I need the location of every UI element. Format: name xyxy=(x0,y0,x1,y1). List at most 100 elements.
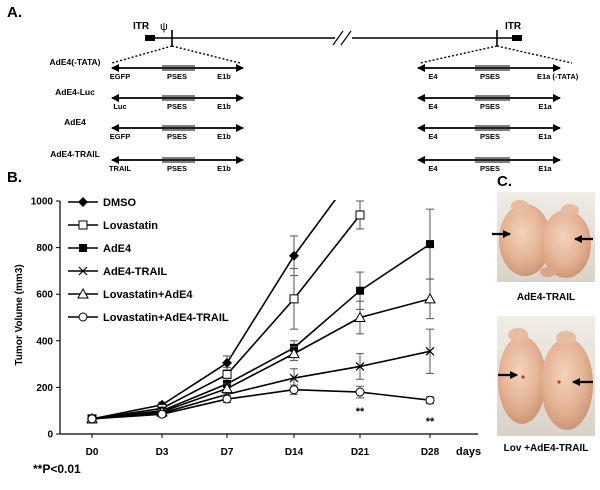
panel-a-label: A. xyxy=(7,4,22,21)
data-point xyxy=(355,387,365,397)
data-point xyxy=(354,311,366,322)
legend-label: Lovastatin+AdE4 xyxy=(103,289,193,301)
significance-label: ** xyxy=(426,416,435,428)
data-point xyxy=(424,292,436,304)
x-tick-label: D28 xyxy=(421,447,440,458)
construct-row: AdE4-TRAIL TRAIL PSES E1b E4 PSES E1a xyxy=(50,149,561,173)
data-point xyxy=(222,370,232,380)
right-element-label: E1a xyxy=(538,164,552,173)
x-tick-label: D21 xyxy=(351,447,370,458)
y-tick-label: 200 xyxy=(36,383,53,394)
panel-c-label: C. xyxy=(497,173,512,190)
data-point xyxy=(355,362,365,371)
data-point xyxy=(355,210,365,220)
mouse-photo-top xyxy=(492,192,595,282)
data-point xyxy=(78,266,88,276)
legend-label: Lovastatin xyxy=(103,220,158,232)
y-tick-label: 800 xyxy=(36,243,53,254)
left-element-label: PSES xyxy=(167,164,187,173)
left-element-label: PSES xyxy=(167,102,187,111)
y-axis-label: Tumor Volume (mm3) xyxy=(14,264,25,365)
right-element-label: PSES xyxy=(480,132,500,141)
left-element-label: EGFP xyxy=(110,132,130,141)
left-element-label: E1b xyxy=(217,102,231,111)
data-point xyxy=(288,347,300,359)
right-element-label: PSES xyxy=(480,102,500,111)
right-element-label: E1a (-TATA) xyxy=(537,72,579,81)
construct-row: AdE4(-TATA) EGFP PSES E1b E4 PSES E1a (-TATA) xyxy=(50,57,579,81)
photo-top-caption: AdE4-TRAIL xyxy=(517,292,575,303)
left-element-label: Luc xyxy=(113,102,126,111)
x-tick-label: D3 xyxy=(156,447,169,458)
y-tick-label: 400 xyxy=(36,336,53,347)
legend-item: Lovastatin xyxy=(68,220,158,232)
data-point xyxy=(289,385,299,395)
data-point xyxy=(289,294,299,304)
data-point xyxy=(222,394,232,404)
data-point xyxy=(222,357,232,368)
data-point xyxy=(425,346,435,356)
right-element-label: E1a xyxy=(538,132,552,141)
itr-right-label: ITR xyxy=(505,21,522,32)
legend-label: AdE4 xyxy=(103,243,132,255)
data-point xyxy=(78,312,88,322)
legend-item: DMSO xyxy=(68,197,136,209)
data-point xyxy=(426,240,434,249)
right-element-label: E4 xyxy=(428,164,438,173)
data-point xyxy=(78,197,88,207)
data-point xyxy=(79,244,87,252)
itr-left-label: ITR xyxy=(133,21,150,32)
plot-area xyxy=(86,200,436,424)
construct-name: AdE4 xyxy=(64,117,86,127)
left-element-label: PSES xyxy=(167,72,187,81)
construct-name: AdE4(-TATA) xyxy=(50,57,101,67)
series-line xyxy=(91,388,431,420)
series-line xyxy=(91,350,431,420)
left-element-label: TRAIL xyxy=(109,164,131,173)
right-element-label: E4 xyxy=(428,132,438,141)
legend-item: AdE4 xyxy=(68,243,132,255)
tumor-volume-chart: 0 200 400 600 800 1000 D0 D3 D7 D14 D21 D28 ** ** DMSO… xyxy=(31,197,478,458)
legend-label: AdE4-TRAIL xyxy=(103,266,167,278)
itr-left-box xyxy=(145,35,155,41)
data-point xyxy=(356,286,364,295)
right-element-label: E4 xyxy=(428,102,438,111)
legend-label: Lovastatin+AdE4-TRAIL xyxy=(103,312,229,324)
x-tick-label: D0 xyxy=(86,447,99,458)
left-element-label: EGFP xyxy=(110,72,130,81)
legend-item: Lovastatin+AdE4-TRAIL xyxy=(68,312,229,324)
construct-row: AdE4-Luc Luc PSES E1b E4 PSES E1a xyxy=(55,87,561,111)
legend-item: Lovastatin+AdE4 xyxy=(68,287,193,301)
photo-bottom-caption: Lov +AdE4-TRAIL xyxy=(504,443,589,454)
construct-row: AdE4 EGFP PSES E1b E4 PSES E1a xyxy=(64,117,561,141)
legend-label: DMSO xyxy=(103,197,136,209)
data-point xyxy=(221,382,233,394)
data-point xyxy=(157,409,167,419)
y-tick-label: 1000 xyxy=(31,197,54,208)
mouse-photo-bottom xyxy=(497,316,595,436)
series-lovastatin-ade4-trail xyxy=(87,384,435,424)
series-line xyxy=(91,298,431,420)
left-element-label: PSES xyxy=(167,132,187,141)
x-tick-label: D7 xyxy=(221,447,234,458)
significance-label: ** xyxy=(356,406,365,418)
left-element-label: E1b xyxy=(217,132,231,141)
right-element-label: E1a xyxy=(538,102,552,111)
data-point xyxy=(425,395,435,405)
data-point xyxy=(77,287,89,299)
data-point xyxy=(289,373,299,383)
data-point xyxy=(289,250,299,261)
p-value-footnote: **P<0.01 xyxy=(33,462,81,476)
y-tick-label: 0 xyxy=(47,430,53,441)
left-element-label: E1b xyxy=(217,164,231,173)
x-unit-label: days xyxy=(456,446,481,458)
construct-name: AdE4-Luc xyxy=(55,87,95,97)
construct-rows: AdE4(-TATA)EGFP PSES E1b E4 PSES E1a (-TATA)A… xyxy=(50,57,579,173)
right-element-label: PSES xyxy=(480,72,500,81)
y-tick-label: 600 xyxy=(36,290,53,301)
series-line xyxy=(91,243,431,420)
data-point xyxy=(78,220,88,230)
left-element-label: E1b xyxy=(217,72,231,81)
right-element-label: E4 xyxy=(428,72,438,81)
